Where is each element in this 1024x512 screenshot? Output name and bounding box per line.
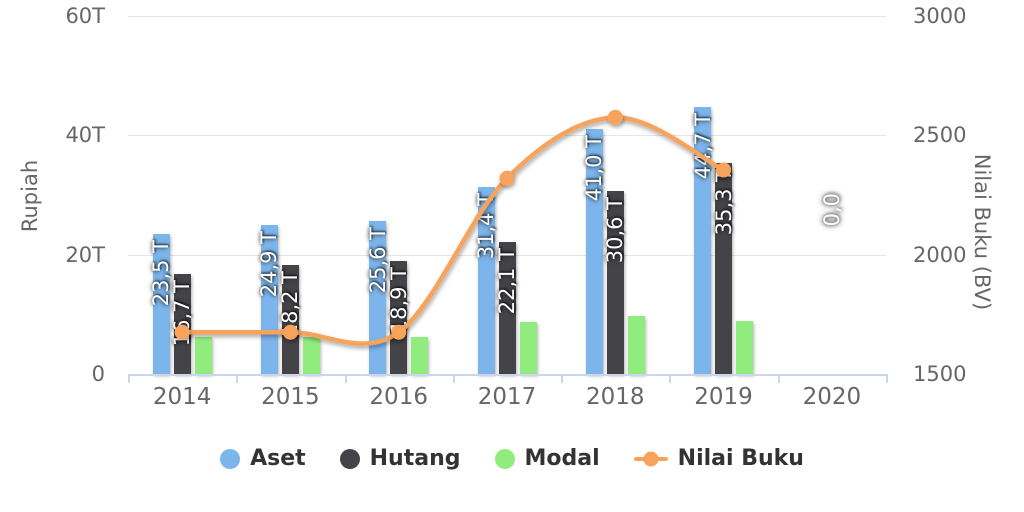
x-axis-tick bbox=[886, 374, 888, 383]
left-axis-tick-label: 60T bbox=[65, 4, 105, 28]
left-axis-tick-label: 20T bbox=[65, 242, 105, 267]
bar-label: 41,0 T bbox=[582, 135, 607, 202]
bar-modal-2016[interactable] bbox=[411, 337, 429, 374]
right-axis-tick-label: 2500 bbox=[913, 123, 967, 148]
bar-label: 30,6 T bbox=[603, 197, 628, 264]
x-axis-line bbox=[128, 374, 888, 376]
bar-label: 44,7 T bbox=[690, 113, 715, 180]
x-axis-label-2018: 2018 bbox=[586, 384, 645, 410]
x-axis-tick bbox=[561, 374, 564, 383]
x-axis-label-2016: 2016 bbox=[369, 384, 428, 410]
legend-label: Hutang bbox=[369, 446, 461, 471]
left-axis-title: Rupiah bbox=[18, 159, 42, 233]
right-axis-tick-label: 2000 bbox=[913, 242, 967, 267]
x-axis-tick bbox=[236, 374, 239, 383]
bar-label: 18,9 T bbox=[386, 267, 411, 334]
right-axis-title: Nilai Buku (BV) bbox=[970, 153, 994, 311]
legend: Aset Hutang Modal Nilai Buku bbox=[0, 446, 1024, 471]
legend-marker-circle bbox=[220, 448, 241, 469]
bar-modal-2014[interactable] bbox=[194, 337, 212, 374]
left-axis-tick-label: 40T bbox=[65, 123, 105, 148]
bar-modal-2015[interactable] bbox=[302, 337, 320, 374]
x-axis-label-2015: 2015 bbox=[261, 384, 320, 410]
x-axis-tick bbox=[777, 374, 780, 383]
x-axis-tick bbox=[452, 374, 455, 383]
bar-label: 18,2 T bbox=[278, 271, 303, 338]
bar-modal-2017[interactable] bbox=[519, 322, 537, 374]
legend-item-modal[interactable]: Modal bbox=[494, 446, 600, 471]
legend-label: Nilai Buku bbox=[677, 446, 804, 471]
x-axis-label-2020: 2020 bbox=[802, 384, 862, 410]
line-point-2018[interactable] bbox=[607, 109, 623, 125]
left-axis-tick-label: 0 bbox=[91, 362, 105, 386]
bar-aset-2014[interactable] bbox=[152, 233, 170, 374]
legend-item-hutang[interactable]: Hutang bbox=[339, 446, 461, 471]
bar-label: 35,3 T bbox=[711, 169, 736, 236]
right-axis-tick-label: 3000 bbox=[913, 4, 967, 28]
right-axis-tick-label: 1500 bbox=[913, 362, 967, 386]
bar-modal-2019[interactable] bbox=[736, 320, 754, 374]
legend-marker-line bbox=[633, 451, 668, 466]
legend-marker-circle bbox=[339, 448, 360, 469]
gridline bbox=[128, 16, 886, 17]
annotation-zero-label: 0,0 bbox=[819, 193, 844, 227]
gridline bbox=[128, 135, 886, 137]
legend-item-nilai-buku[interactable]: Nilai Buku bbox=[633, 446, 804, 471]
bar-label: 16,7 T bbox=[170, 280, 195, 347]
legend-marker-dot bbox=[643, 451, 659, 466]
x-axis-label-2019: 2019 bbox=[694, 384, 753, 410]
legend-marker-circle bbox=[494, 448, 515, 469]
x-axis-label-2017: 2017 bbox=[477, 384, 537, 410]
x-axis-tick bbox=[669, 374, 672, 383]
bar-label: 25,6 T bbox=[365, 227, 390, 294]
x-axis-tick bbox=[128, 374, 130, 383]
bar-label: 23,5 T bbox=[149, 239, 174, 307]
legend-item-aset[interactable]: Aset bbox=[220, 446, 306, 471]
bar-label: 31,4 T bbox=[474, 192, 498, 259]
x-axis-label-2014: 2014 bbox=[152, 384, 212, 410]
legend-label: Modal bbox=[524, 446, 600, 471]
x-axis-tick bbox=[344, 374, 347, 383]
legend-label: Aset bbox=[250, 446, 306, 471]
line-point-2017[interactable] bbox=[499, 170, 515, 186]
bar-modal-2018[interactable] bbox=[627, 315, 645, 374]
bar-label: 22,1 T bbox=[495, 248, 519, 315]
